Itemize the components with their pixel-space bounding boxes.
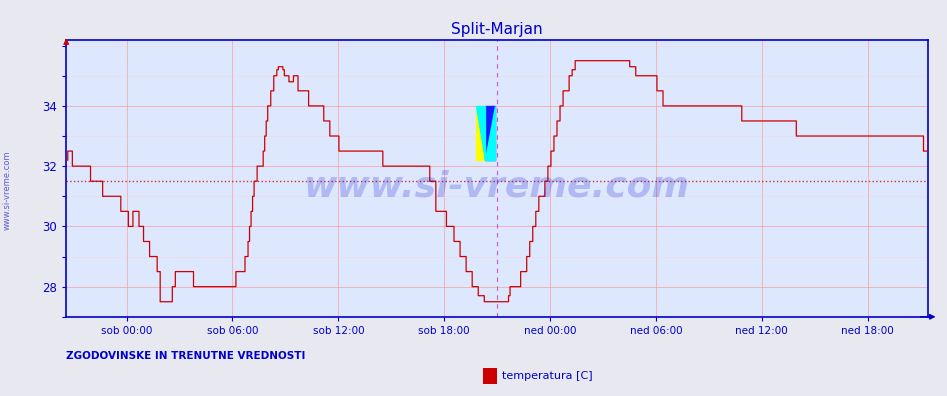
Text: temperatura [C]: temperatura [C] bbox=[502, 371, 593, 381]
Polygon shape bbox=[485, 106, 494, 160]
Polygon shape bbox=[475, 106, 485, 160]
Text: ZGODOVINSKE IN TRENUTNE VREDNOSTI: ZGODOVINSKE IN TRENUTNE VREDNOSTI bbox=[66, 351, 306, 362]
Bar bbox=[485, 106, 494, 160]
Title: Split-Marjan: Split-Marjan bbox=[452, 22, 543, 37]
Text: www.si-vreme.com: www.si-vreme.com bbox=[3, 150, 12, 230]
Bar bbox=[475, 106, 485, 160]
Text: www.si-vreme.com: www.si-vreme.com bbox=[304, 169, 690, 204]
